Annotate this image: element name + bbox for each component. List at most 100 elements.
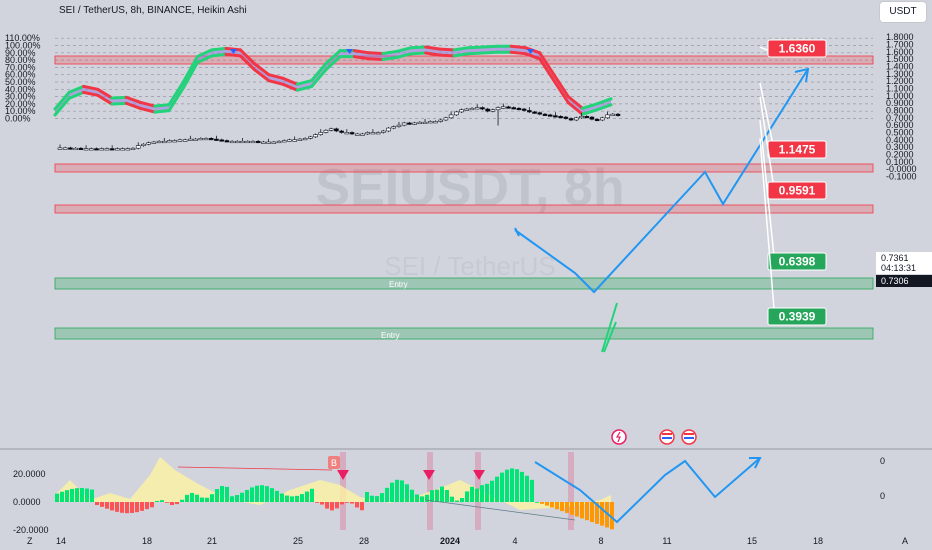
candle-body [240,140,245,144]
histogram-bar [515,469,519,502]
histogram-bar [415,494,419,502]
right-axis-tick: 1.3000 [886,69,914,79]
candle-body [485,108,490,112]
zone-1-1475 [54,163,874,173]
histogram-bar [105,502,109,509]
wave-line-upper [352,49,371,55]
chart-title: SEI / TetherUS, 8h, BINANCE, Heikin Ashi [59,5,247,16]
candle-body [417,121,423,124]
candle-body [276,140,282,144]
histogram-bar [430,490,434,502]
left-axis-tick: 80.00% [5,55,36,65]
wave-band [53,44,613,117]
histogram-bar [310,488,314,502]
candle-body [229,140,235,144]
candle-body [297,138,303,141]
time-axis[interactable]: 14 18 21 25 28 2024 4 8 11 15 18 [56,536,823,546]
histogram-bar [605,502,609,528]
wave-line-lower [196,54,214,64]
price-tag: 0.6398 [759,120,827,271]
flash-event-icon [611,429,627,445]
histogram-bar [540,502,544,504]
histogram-bar [405,484,409,502]
candle-body [62,147,68,150]
candle-body [594,118,600,122]
wave-line-upper [452,46,470,52]
candle-body [266,141,271,144]
candle-body [73,147,78,151]
histogram-bar [145,502,149,510]
price-axis[interactable]: 1.80001.70001.60001.50001.40001.30001.20… [886,32,917,181]
candle-body [412,122,417,125]
histogram-bar [330,502,334,511]
histogram-bar [320,502,324,505]
wave-line-lower [481,50,499,55]
candle-body [328,128,334,131]
projection-path [514,67,810,294]
wave-line-lower [295,85,314,92]
time-axis-tick: 25 [293,536,303,546]
right-axis-tick: 0.6000 [886,120,914,130]
histogram-bar [370,495,374,502]
current-price-box: 0.7361 04:13:31 0.7306 [876,252,932,287]
histogram-bar [165,502,169,503]
candle-body [198,138,204,141]
candle-body [490,109,496,112]
wave-line-upper [595,97,613,106]
wave-line-lower [210,52,228,58]
wave-line-upper [153,103,171,108]
sell-marker [423,470,435,480]
candle-body [130,147,136,151]
right-axis-tick: 1.1000 [886,83,914,93]
candle-body [250,140,256,144]
candle-body [464,108,470,111]
candle-body [480,107,485,110]
histogram-bar [445,490,449,502]
candle-body [177,139,183,142]
candle-body [339,130,344,133]
candle-body [120,148,125,151]
histogram-bar [75,488,79,502]
countdown: 04:13:31 [881,263,916,273]
price-tags: 1.6360 1.1475 0.9591 0.6398 0.3939 [759,39,827,326]
histogram-bar [350,502,354,504]
histogram-bar [85,488,89,502]
histogram-bar [130,502,134,513]
candle-body [214,138,219,141]
histogram-bar [455,500,459,502]
zone-0-9591 [54,204,874,214]
wave-line-upper [53,90,71,111]
candle-body [365,132,370,135]
candle-body [553,115,558,118]
histogram-bar [500,472,504,502]
histogram-bar [580,502,584,519]
histogram-bar [570,502,574,515]
oscillator-pane: B 20.0000 0.0000 -20.0000 0 0 [13,452,885,535]
histogram-bar [265,486,269,502]
candle-body [141,143,146,146]
right-axis-tick: 0.9000 [886,98,914,108]
left-axis-tick: 10.00% [5,106,36,116]
wave-line-upper [438,47,456,52]
candle-body [469,107,475,111]
time-axis-tick: 14 [56,536,66,546]
left-axis-tick: 70.00% [5,62,36,72]
price-tag-label: 0.6398 [779,255,816,269]
wave-line-lower [67,90,86,100]
histogram-bar [460,498,464,502]
signal-band [568,452,574,530]
left-axis-tick: 40.00% [5,84,36,94]
wave-line-lower [324,55,342,72]
histogram-bar [585,502,589,521]
histogram-bar [120,502,124,513]
time-axis-tick: 18 [813,536,823,546]
candle-body [443,117,449,121]
candle-body [495,107,501,111]
histogram-bar [255,485,259,502]
left-axis-tick: 110.00% [5,33,40,43]
currency-selector[interactable]: USDT [880,2,926,22]
wave-line-upper [580,102,599,110]
candle-body [438,119,443,122]
histogram-bar [435,489,439,502]
